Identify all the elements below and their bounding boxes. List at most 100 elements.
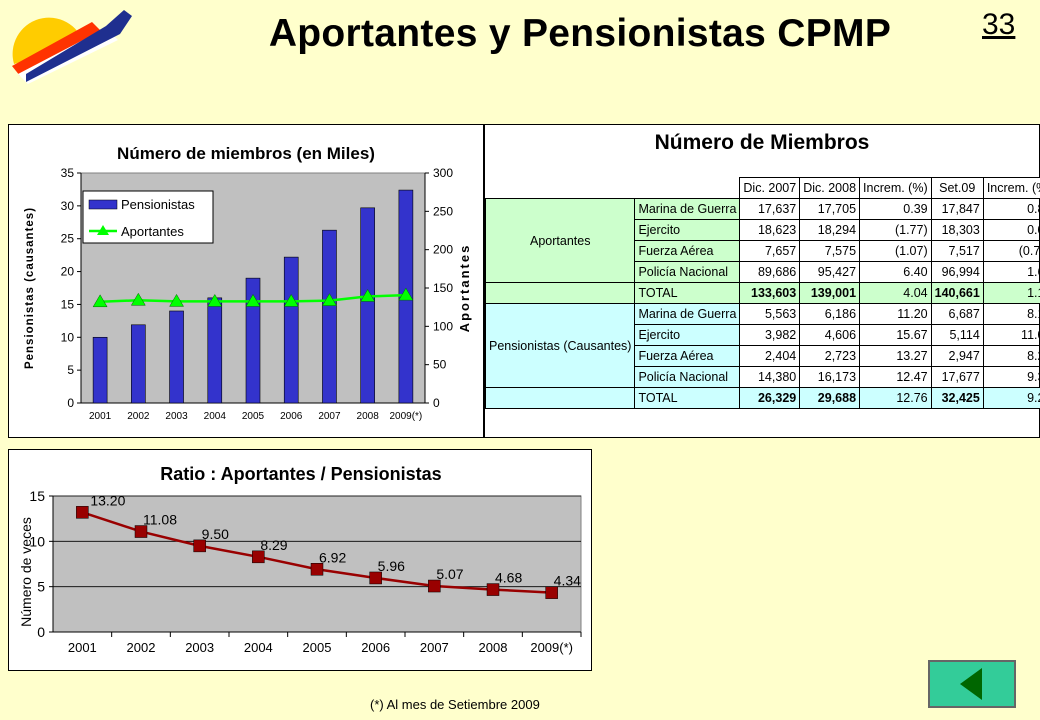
table-cell: 11.20: [859, 303, 932, 325]
back-button[interactable]: [928, 660, 1016, 708]
point-ratio: [310, 563, 324, 576]
table-cell: 12.76: [859, 387, 932, 409]
row-label: Policía Nacional: [634, 261, 741, 283]
x-tick-label: 2002: [127, 411, 150, 422]
table-cell: 2,723: [799, 345, 861, 367]
point-ratio: [76, 506, 89, 519]
col-header: Set.09: [930, 177, 984, 199]
group-label: Aportantes: [484, 198, 636, 283]
bar-pensionistas: [360, 207, 375, 404]
x-tick-label: 2005: [303, 640, 332, 655]
legend-label: Pensionistas: [121, 197, 195, 212]
data-label: 9.50: [202, 526, 229, 542]
table-cell: 18,294: [799, 219, 861, 241]
point-ratio: [369, 571, 382, 585]
table-cell: 6,186: [799, 303, 861, 325]
table-cell: 9.22: [982, 387, 1040, 409]
table-cell: 14,380: [739, 366, 801, 388]
table-cell: 5,563: [739, 303, 801, 325]
col-header: Dic. 2007: [739, 177, 801, 199]
x-tick-label: 2004: [244, 640, 273, 655]
y2-tick-label: 300: [433, 166, 453, 180]
point-aportantes: [398, 287, 414, 301]
table-cell: 96,994: [930, 261, 984, 283]
x-tick-label: 2007: [318, 411, 341, 422]
point-aportantes: [169, 293, 184, 307]
x-tick-label: 2002: [127, 640, 156, 655]
table-cell: 139,001: [799, 282, 861, 304]
table-cell: 7,517: [930, 240, 984, 262]
table-cell: 32,425: [930, 387, 984, 409]
table-row: Aportantes Marina de Guerra 17,637 17,705 0.…: [484, 198, 1040, 283]
legend-swatch-pensionistas: [88, 199, 118, 210]
y-tick-label: 20: [61, 265, 75, 279]
x-tick-label: 2007: [420, 640, 449, 655]
data-label: 4.34: [554, 573, 581, 589]
members-table: Dic. 2007 Dic. 2008 Increm. (%) Set.09 I…: [484, 177, 1040, 409]
y2-tick-label: 0: [433, 396, 440, 410]
legend-label: Aportantes: [121, 224, 184, 239]
row-label: Marina de Guerra: [634, 198, 741, 220]
bar-pensionistas: [131, 324, 146, 404]
data-label: 8.29: [260, 537, 287, 553]
table-cell: 5,114: [930, 324, 984, 346]
footnote: (*) Al mes de Setiembre 2009: [370, 697, 540, 712]
bar-pensionistas: [283, 256, 299, 404]
table-cell: 13.27: [859, 345, 932, 367]
bar-pensionistas: [92, 336, 108, 404]
row-label: Ejercito: [634, 324, 741, 346]
table-cell: 18,623: [739, 219, 801, 241]
x-tick-label: 2005: [242, 411, 265, 422]
table-cell: 140,661: [930, 282, 984, 304]
table-cell: 8.23: [982, 345, 1040, 367]
point-ratio: [134, 525, 148, 538]
y-tick-label: 35: [61, 166, 75, 180]
data-label: 5.07: [436, 566, 463, 582]
table-cell: 15.67: [859, 324, 932, 346]
point-aportantes: [360, 288, 376, 302]
y-tick-label: 25: [61, 232, 75, 246]
page-number[interactable]: 33: [982, 8, 1016, 41]
data-label: 5.96: [378, 558, 405, 574]
ratio-chart: Ratio : Aportantes / Pensionistas 0 5 10 15 N…: [18, 464, 582, 655]
y2-tick-label: 150: [433, 281, 453, 295]
x-tick-label: 2008: [479, 640, 508, 655]
table-cell: 133,603: [739, 282, 801, 304]
table-title: Número de Miembros: [654, 131, 870, 154]
table-header-row: Dic. 2007 Dic. 2008 Increm. (%) Set.09 I…: [486, 177, 1040, 199]
y-tick-label: 30: [61, 199, 75, 213]
point-ratio: [486, 583, 500, 596]
table-cell: 0.05: [982, 219, 1040, 241]
col-header: Increm. (%): [982, 177, 1040, 199]
x-tick-label: 2009(*): [389, 411, 422, 422]
group-total-spacer: [484, 282, 636, 304]
table-cell: 6.40: [859, 261, 932, 283]
data-label: 11.08: [143, 512, 177, 528]
table-cell: 11.03: [982, 324, 1040, 346]
y-tick-label: 5: [37, 579, 45, 595]
page-title: Aportantes y Pensionistas CPMP: [268, 12, 892, 55]
table-cell: (0.77): [982, 240, 1040, 262]
y2-tick-label: 200: [433, 243, 453, 257]
table-cell: 12.47: [859, 366, 932, 388]
y-tick-label: 5: [67, 363, 74, 377]
table-cell: 17,705: [799, 198, 861, 220]
bar-pensionistas: [322, 229, 337, 404]
point-ratio: [252, 550, 265, 564]
point-aportantes: [207, 293, 223, 307]
table-cell: 1.19: [982, 282, 1040, 304]
row-label: Marina de Guerra: [634, 303, 741, 325]
table-cell: 17,847: [930, 198, 984, 220]
table-cell: 9.30: [982, 366, 1040, 388]
table-cell: 89,686: [739, 261, 801, 283]
row-label: Ejercito: [634, 219, 741, 241]
group-total-spacer: [484, 387, 636, 409]
y-tick-label: 0: [37, 624, 45, 640]
members-chart-panel: Número de miembros (en Miles) 0 5 10 15 20 25 3…: [8, 124, 484, 438]
row-label: Fuerza Aérea: [634, 345, 741, 367]
group-label: Pensionistas (Causantes): [484, 303, 636, 388]
y-axis-label: Número de veces: [18, 517, 34, 627]
bar-pensionistas: [169, 310, 184, 404]
